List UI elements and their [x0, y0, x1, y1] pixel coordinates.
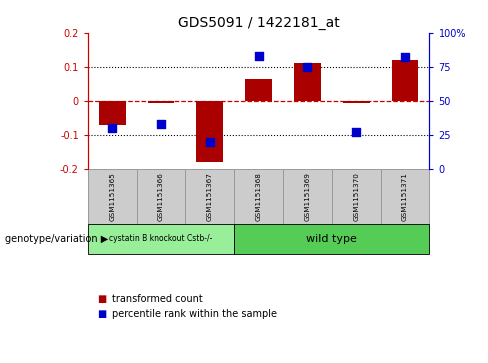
Bar: [99, 101, 125, 126]
Point: [352, 129, 360, 135]
Text: GSM1151366: GSM1151366: [158, 172, 164, 221]
Text: GSM1151370: GSM1151370: [353, 172, 359, 221]
Bar: [185, 169, 234, 224]
Bar: [294, 64, 321, 101]
Bar: [137, 169, 185, 224]
Title: GDS5091 / 1422181_at: GDS5091 / 1422181_at: [178, 16, 340, 30]
Text: cystatin B knockout Cstb-/-: cystatin B knockout Cstb-/-: [109, 234, 213, 244]
Text: GSM1151368: GSM1151368: [256, 172, 262, 221]
Bar: [88, 169, 137, 224]
Text: genotype/variation ▶: genotype/variation ▶: [5, 234, 108, 244]
Point: [157, 121, 165, 127]
Point: [255, 53, 263, 59]
Text: wild type: wild type: [306, 234, 357, 244]
Point: [108, 125, 116, 131]
Bar: [245, 79, 272, 101]
Bar: [381, 169, 429, 224]
Bar: [196, 101, 223, 162]
Text: ■: ■: [98, 294, 110, 305]
Text: GSM1151365: GSM1151365: [109, 172, 115, 221]
Bar: [234, 169, 283, 224]
Point: [206, 139, 214, 145]
Bar: [88, 224, 234, 254]
Text: ■: ■: [98, 309, 110, 319]
Bar: [332, 169, 381, 224]
Text: transformed count: transformed count: [112, 294, 203, 305]
Bar: [343, 101, 369, 103]
Bar: [391, 60, 418, 101]
Text: percentile rank within the sample: percentile rank within the sample: [112, 309, 277, 319]
Text: GSM1151367: GSM1151367: [207, 172, 213, 221]
Text: GSM1151371: GSM1151371: [402, 172, 408, 221]
Bar: [147, 101, 174, 103]
Point: [304, 64, 311, 70]
Point: [401, 54, 409, 60]
Bar: [234, 224, 429, 254]
Bar: [283, 169, 332, 224]
Text: GSM1151369: GSM1151369: [305, 172, 310, 221]
